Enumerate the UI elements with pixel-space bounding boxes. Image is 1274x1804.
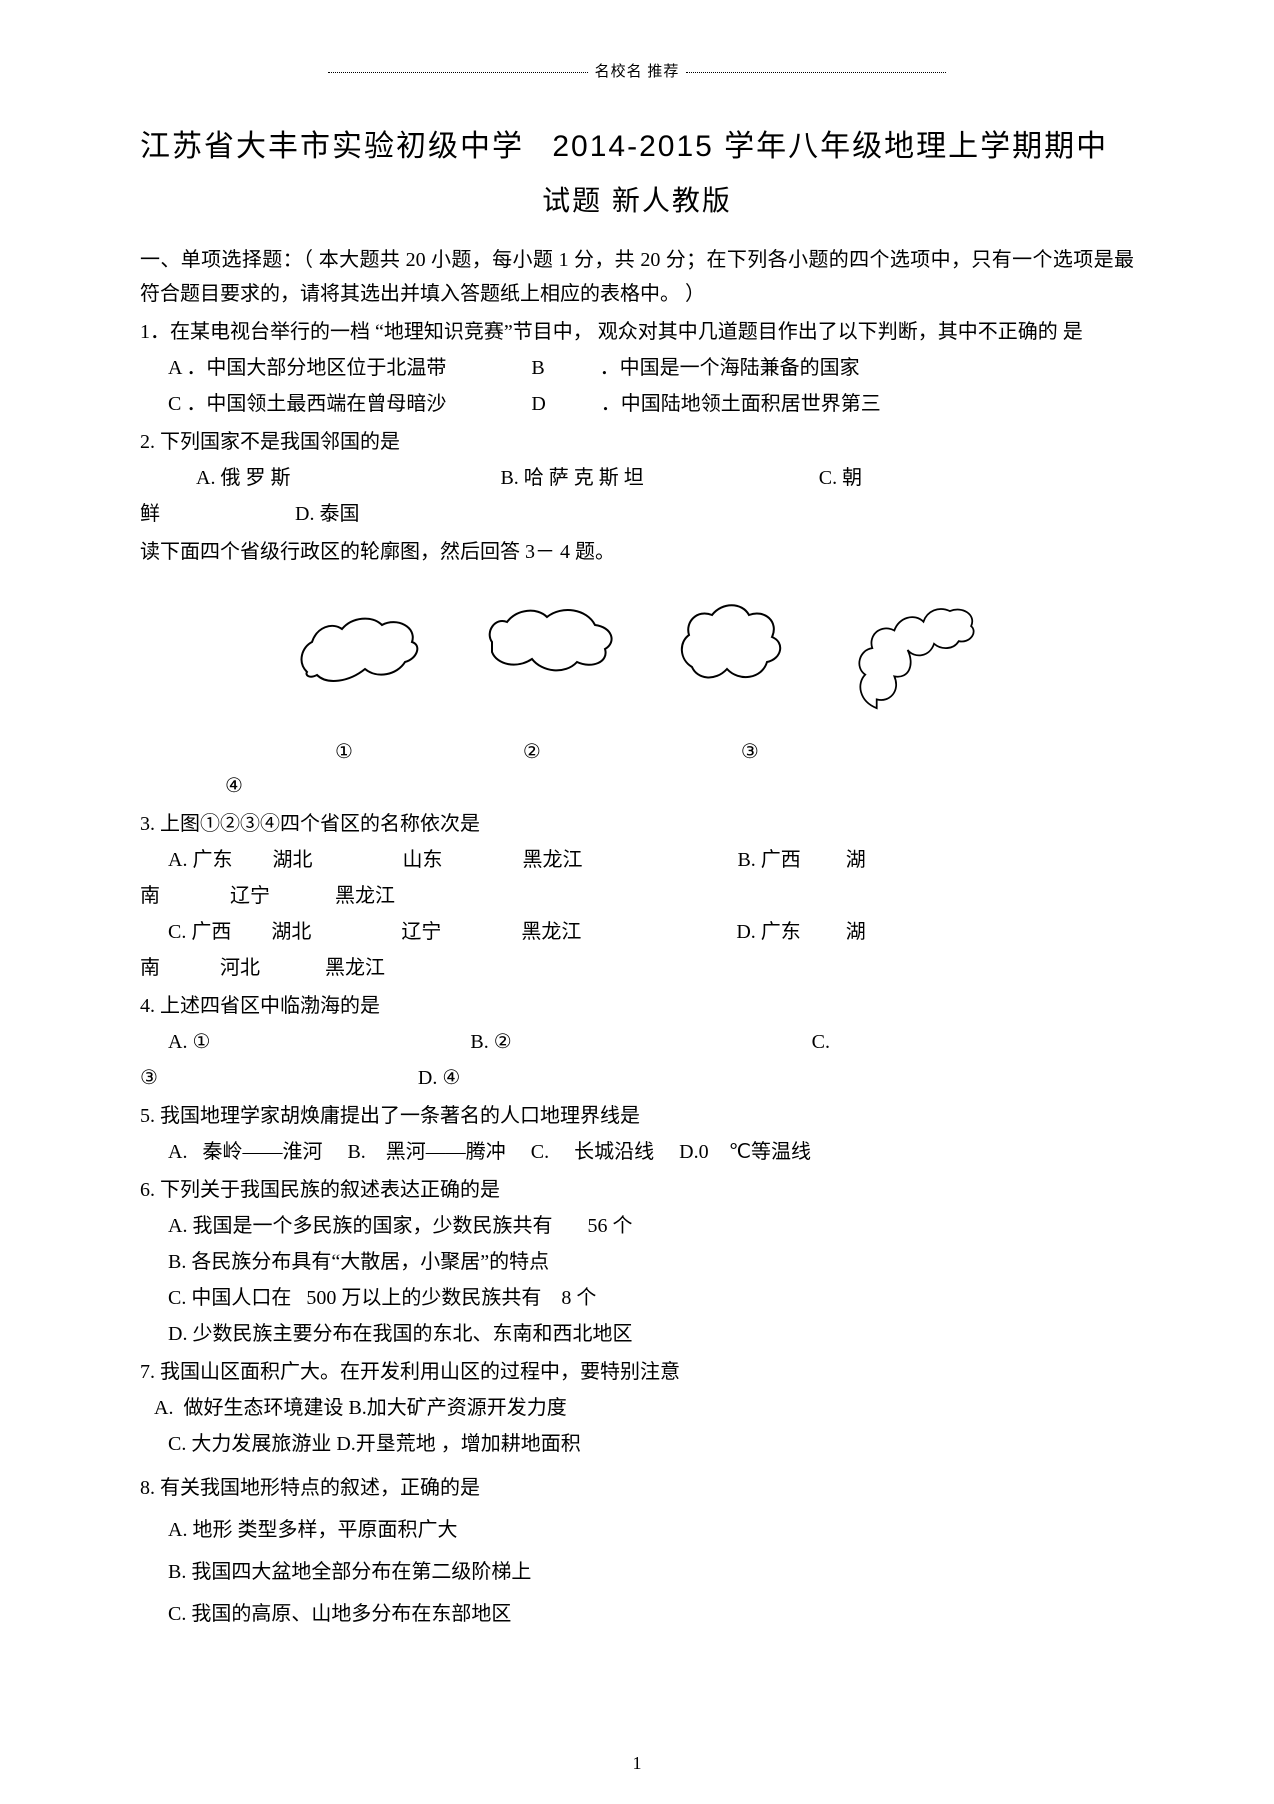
q8-c: C. 我国的高原、山地多分布在东部地区 (140, 1597, 1134, 1631)
header-decorative-line: 名校名 推荐 (140, 60, 1134, 81)
q4-row2: ③ D. ④ (140, 1061, 1134, 1095)
q8-b: B. 我国四大盆地全部分布在第二级阶梯上 (140, 1555, 1134, 1589)
q6-stem: 6. 下列关于我国民族的叙述表达正确的是 (140, 1173, 1134, 1207)
q3-stem: 3. 上图①②③④四个省区的名称依次是 (140, 807, 1134, 841)
circled-label-4: ④ (140, 769, 1134, 803)
outline-4 (837, 587, 987, 727)
q6-c: C. 中国人口在 500 万以上的少数民族共有 8 个 (140, 1281, 1134, 1315)
q4-stem: 4. 上述四省区中临渤海的是 (140, 989, 1134, 1023)
q6-a: A. 我国是一个多民族的国家，少数民族共有 56 个 (140, 1209, 1134, 1243)
q4-row1: A. ① B. ② C. (140, 1025, 1134, 1059)
q6-b: B. 各民族分布具有“大散居，小聚居”的特点 (140, 1245, 1134, 1279)
outline-3 (667, 587, 797, 697)
circled-labels-row: ① ② ③ (140, 735, 1134, 769)
q6-d: D. 少数民族主要分布在我国的东北、东南和西北地区 (140, 1317, 1134, 1351)
main-title: 江苏省大丰市实验初级中学 2014-2015 学年八年级地理上学期期中 (140, 121, 1134, 165)
page-number: 1 (0, 1753, 1274, 1774)
q2-stem: 2. 下列国家不是我国邻国的是 (140, 425, 1134, 459)
q1-stem: 1．在某电视台举行的一档 “地理知识竞赛”节目中， 观众对其中几道题目作出了以下… (140, 315, 1134, 349)
province-outlines (140, 587, 1134, 727)
q8-stem: 8. 有关我国地形特点的叙述，正确的是 (140, 1471, 1134, 1505)
q3-row-c: C. 广西 湖北 辽宁 黑龙江 D. 广东 湖 (140, 915, 1134, 949)
q3-row-a: A. 广东 湖北 山东 黑龙江 B. 广西 湖 (140, 843, 1134, 877)
q7-row1: A. 做好生态环境建设 B.加大矿产资源开发力度 (140, 1391, 1134, 1425)
q2-options-row1: A. 俄 罗 斯 B. 哈 萨 克 斯 坦 C. 朝 (140, 461, 1134, 495)
read-note: 读下面四个省级行政区的轮廓图，然后回答 3－ 4 题。 (140, 535, 1134, 569)
section-intro: 一、单项选择题：（ 本大题共 20 小题，每小题 1 分，共 20 分；在下列各… (140, 243, 1134, 311)
outline-1 (287, 587, 437, 697)
q1-options-ab: A ．中国大部分地区位于北温带 B ．中国是一个海陆兼备的国家 (140, 351, 1134, 385)
q1-options-cd: C ．中国领土最西端在曾母暗沙 D ．中国陆地领土面积居世界第三 (140, 387, 1134, 421)
q3-row-a2: 南 辽宁 黑龙江 (140, 879, 1134, 913)
q7-row2: C. 大力发展旅游业 D.开垦荒地 ，增加耕地面积 (140, 1427, 1134, 1461)
title-part-2: 2014-2015 学年八年级地理上学期期中 (552, 130, 1108, 163)
sub-title: 试题 新人教版 (140, 179, 1134, 219)
title-part-1: 江苏省大丰市实验初级中学 (140, 130, 524, 163)
outline-2 (477, 587, 627, 687)
header-text: 名校名 推荐 (595, 64, 680, 80)
exam-page: 名校名 推荐 江苏省大丰市实验初级中学 2014-2015 学年八年级地理上学期… (0, 0, 1274, 1804)
q7-stem: 7. 我国山区面积广大。在开发利用山区的过程中，要特别注意 (140, 1355, 1134, 1389)
q5-row: A. 秦岭——淮河 B. 黑河——腾冲 C. 长城沿线 D.0 ℃等温线 (140, 1135, 1134, 1169)
q8-a: A. 地形 类型多样，平原面积广大 (140, 1513, 1134, 1547)
q5-stem: 5. 我国地理学家胡焕庸提出了一条著名的人口地理界线是 (140, 1099, 1134, 1133)
q2-options-row2: 鲜 D. 泰国 (140, 497, 1134, 531)
q3-row-c2: 南 河北 黑龙江 (140, 951, 1134, 985)
